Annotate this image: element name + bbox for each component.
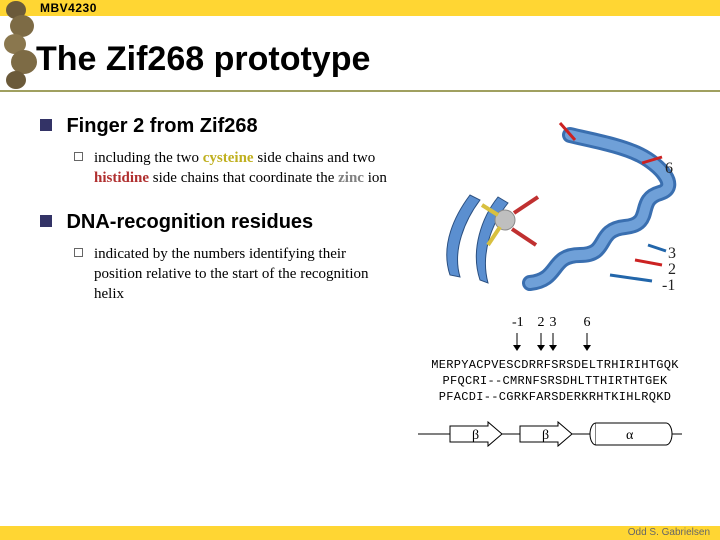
top-accent-bar xyxy=(0,0,720,16)
sequence-line: PFACDI--CGRKFARSDERKRHTKIHLRQKD xyxy=(410,389,700,405)
hollow-square-bullet-icon xyxy=(74,152,83,161)
bullet-item: Finger 2 from Zif268 including the two c… xyxy=(40,115,390,189)
position-arrows: -1 2 3 6 xyxy=(410,315,690,355)
slide-decor-icon xyxy=(0,0,40,120)
secondary-structure-diagram: β β α xyxy=(410,414,690,454)
sub-bullet-text: including the two cysteine side chains a… xyxy=(94,150,387,186)
alpha-label: α xyxy=(626,428,634,443)
slide-title: The Zif268 prototype xyxy=(36,40,370,79)
hollow-square-bullet-icon xyxy=(74,248,83,257)
arrow-label: 2 xyxy=(536,315,546,351)
arrow-label: -1 xyxy=(512,315,524,351)
sub-bullet-item: including the two cysteine side chains a… xyxy=(74,148,390,189)
arrow-label: 6 xyxy=(582,315,592,351)
bullet-content: Finger 2 from Zif268 including the two c… xyxy=(40,115,390,326)
beta-label: β xyxy=(472,428,479,443)
sub-bullet-item: indicated by the numbers identifying the… xyxy=(74,244,390,305)
square-bullet-icon xyxy=(40,119,52,131)
helix-position-label: 6 xyxy=(665,160,673,178)
footer-author: Odd S. Gabrielsen xyxy=(628,527,710,538)
footer-bar: Odd S. Gabrielsen xyxy=(0,526,720,540)
square-bullet-icon xyxy=(40,215,52,227)
helix-diagram: 6 3 2 -1 xyxy=(410,105,690,305)
sequence-line: PFQCRI--CMRNFSRSDHLTTHIRTHTGEK xyxy=(410,373,700,389)
bullet-item: DNA-recognition residues indicated by th… xyxy=(40,211,390,305)
beta-label: β xyxy=(542,428,549,443)
helix-position-label: -1 xyxy=(662,277,675,295)
sub-bullet-text: indicated by the numbers identifying the… xyxy=(94,246,369,303)
bullet-heading: Finger 2 from Zif268 xyxy=(66,115,257,137)
bullet-heading: DNA-recognition residues xyxy=(66,211,313,233)
course-code: MBV4230 xyxy=(40,0,97,15)
sequence-block: -1 2 3 6 MERPYACPVESCDRRFSRSDELTRHIRIHTG… xyxy=(410,315,700,454)
sequence-line: MERPYACPVESCDRRFSRSDELTRHIRIHTGQK xyxy=(410,357,700,373)
helix-svg xyxy=(410,105,690,305)
figure-area: 6 3 2 -1 -1 2 3 6 MERPYACPVESCDRRFSRSDEL… xyxy=(410,105,700,454)
title-underline xyxy=(0,90,720,92)
arrow-label: 3 xyxy=(548,315,558,351)
